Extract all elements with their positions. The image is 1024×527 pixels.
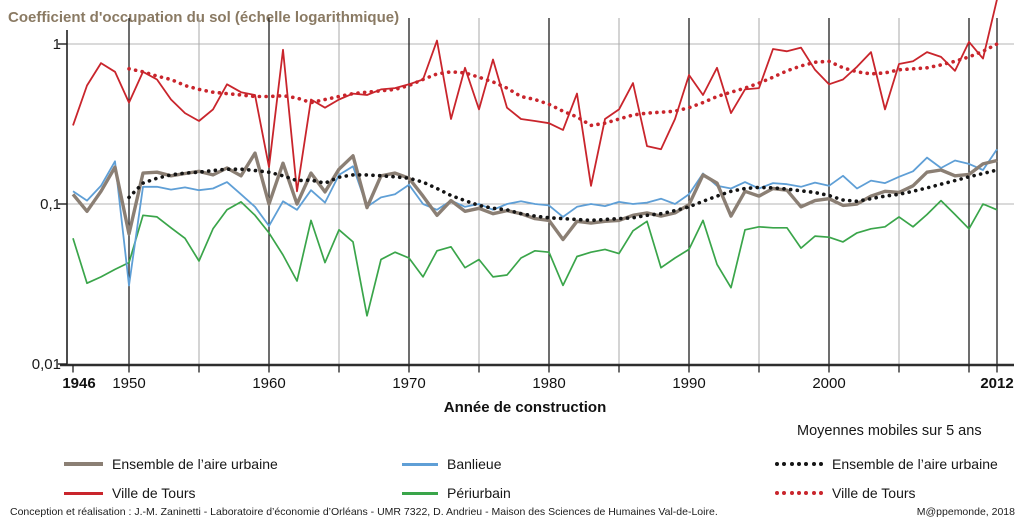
series-line-ville-de-tours	[72, 0, 998, 193]
legend-swatch-periurbain	[402, 491, 438, 495]
line-chart: 1 0,1 0,01 Année de construction 1946 195…	[32, 0, 1014, 416]
series-line-moyenne-mobile-sur-5-ans-ensemble-de-l-aire-urbaine	[127, 167, 999, 223]
legend-label-ma-ville-de-tours: Ville de Tours	[832, 485, 916, 501]
legend-label-ville-de-tours: Ville de Tours	[112, 485, 196, 501]
x-tick-label: 2012	[980, 375, 1013, 392]
series-line-p-riurbain	[72, 199, 998, 317]
x-tick-label: 1990	[672, 375, 705, 392]
x-tick-label: 2000	[812, 375, 845, 392]
series-line-moyenne-mobile-sur-5-ans-ville-de-tours	[127, 42, 999, 128]
legend-item-ma-ensemble: Ensemble de l’aire urbaine	[775, 456, 998, 472]
footer-credit: Conception et réalisation : J.-M. Zanine…	[10, 506, 718, 518]
legend-swatch-ville-de-tours	[64, 491, 103, 495]
legend-item-periurbain: Périurbain	[402, 485, 511, 501]
x-tick-label: 1970	[392, 375, 425, 392]
legend-item-ma-ville-de-tours: Ville de Tours	[775, 485, 916, 501]
legend-item-ville-de-tours: Ville de Tours	[64, 485, 196, 501]
legend-swatch-ma-ensemble	[775, 462, 823, 467]
x-tick-label: 1946	[62, 375, 95, 392]
series-line-banlieue	[72, 148, 998, 287]
x-tick-label: 1980	[532, 375, 565, 392]
legend-moving-average-title: Moyennes mobiles sur 5 ans	[797, 423, 982, 439]
chart-series-lines	[71, 0, 999, 317]
legend-item-banlieue: Banlieue	[402, 456, 502, 472]
x-axis-title: Année de construction	[444, 399, 607, 416]
chart-axis-labels: 1 0,1 0,01 Année de construction 1946 195…	[32, 36, 1014, 416]
legend-label-ensemble: Ensemble de l’aire urbaine	[112, 456, 278, 472]
x-tick-label: 1960	[252, 375, 285, 392]
footer-source: M@ppemonde, 2018	[916, 506, 1015, 518]
y-tick-label-0-01: 0,01	[32, 356, 61, 373]
y-tick-label-1: 1	[53, 36, 61, 53]
page-title: Coefficient d'occupation du sol (échelle…	[8, 9, 400, 26]
series-line-ensemble-de-l-aire-urbaine	[71, 151, 998, 242]
legend-swatch-banlieue	[402, 462, 438, 466]
legend-label-banlieue: Banlieue	[447, 456, 502, 472]
legend-label-periurbain: Périurbain	[447, 485, 511, 501]
x-tick-label: 1950	[112, 375, 145, 392]
legend-item-ensemble: Ensemble de l’aire urbaine	[64, 456, 278, 472]
legend-label-ma-ensemble: Ensemble de l’aire urbaine	[832, 456, 998, 472]
legend-swatch-ma-ville-de-tours	[775, 491, 823, 496]
legend-swatch-ensemble	[64, 462, 103, 466]
y-tick-label-0-1: 0,1	[40, 196, 61, 213]
